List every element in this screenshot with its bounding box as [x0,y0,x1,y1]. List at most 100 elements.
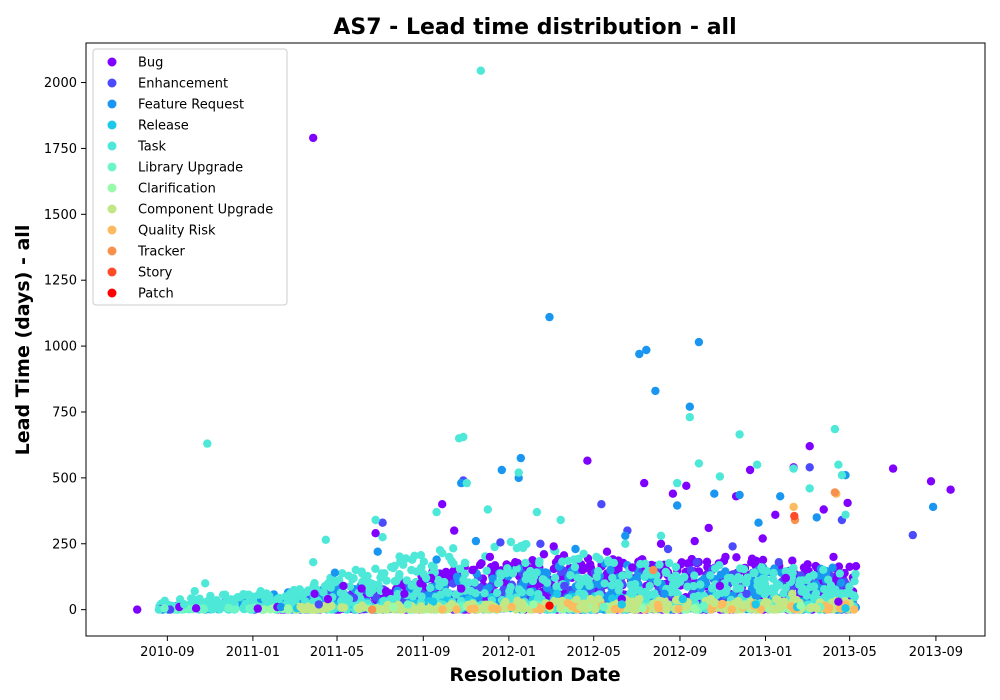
data-point [789,502,798,512]
data-point [834,597,843,606]
legend-marker [107,225,117,235]
data-point [428,597,438,606]
data-point [781,567,790,576]
data-point [926,477,936,486]
data-point [600,579,609,588]
data-point [796,601,805,610]
y-tick-label: 1000 [44,340,77,355]
data-point [829,552,838,562]
data-point [408,592,417,601]
data-point [512,543,522,553]
data-point [521,575,531,584]
data-point [373,547,382,556]
data-point [673,501,682,510]
data-point [666,588,675,597]
data-point [668,489,678,498]
data-point [532,568,541,577]
data-point [576,602,585,612]
data-point [805,442,814,451]
data-point [462,478,471,488]
data-point [835,569,844,578]
data-point [426,583,435,593]
data-point [201,579,210,588]
data-point [845,562,854,571]
data-point [432,605,441,614]
data-point [742,589,751,598]
data-point [496,571,506,581]
data-point [421,573,431,583]
x-tick-label: 2011-05 [310,645,364,660]
legend-label: Feature Request [138,98,244,113]
data-point [563,556,573,566]
data-point [218,590,228,600]
legend-label: Task [137,140,167,155]
data-point [485,552,495,562]
data-point [843,498,852,508]
x-tick-label: 2010-09 [140,645,194,660]
legend-marker [107,162,117,172]
data-point [772,595,781,604]
legend-marker [107,183,117,193]
y-axis: 0 250 500 750 1000 1250 1500 1750 2000 [44,76,86,618]
data-point [638,604,647,613]
data-point [699,601,708,610]
data-point [382,576,391,585]
legend-marker [107,267,117,277]
data-point [294,589,304,599]
data-point [812,513,821,522]
data-point [805,484,814,493]
data-point [327,601,336,611]
data-point [351,565,360,575]
data-point [594,566,603,576]
data-point [556,515,565,525]
legend-label: Library Upgrade [138,161,243,176]
data-point [583,456,592,465]
data-point [828,563,837,572]
data-point [276,602,286,612]
data-point [309,558,318,567]
data-point [805,463,814,472]
legend-label: Bug [138,56,163,71]
data-point [407,565,416,575]
data-point [432,507,441,517]
data-point [653,577,662,587]
data-point [908,530,917,540]
data-point [606,565,615,575]
legend-marker [107,204,117,214]
data-point [851,569,860,579]
data-point [427,561,437,570]
data-point [674,604,683,614]
x-tick-label: 2013-01 [738,645,792,660]
data-point [758,534,767,543]
data-point [581,573,591,583]
data-point [396,605,405,614]
data-point [708,584,717,593]
data-point [560,581,569,591]
data-point [646,590,655,599]
data-point [641,559,650,568]
data-point [518,598,527,608]
data-point [727,605,736,614]
data-point [378,533,387,542]
data-point [706,571,715,580]
data-point [690,571,699,580]
data-point [682,481,691,490]
data-point [396,557,405,566]
data-point [244,590,253,599]
data-point [452,572,462,581]
data-point [841,510,850,519]
data-point [715,581,725,591]
data-point [273,594,282,604]
x-axis: 2010-09 2011-01 2011-05 2011-09 2012-01 2012-… [140,636,963,660]
data-point [468,565,477,575]
legend-marker [107,78,117,88]
data-point [387,563,396,572]
legend-label: Component Upgrade [138,203,273,218]
data-point [203,439,212,448]
data-point [823,587,832,597]
data-point [549,542,558,551]
data-point [663,600,673,609]
data-point [180,600,189,609]
data-point [754,518,763,527]
legend-label: Patch [138,287,174,302]
